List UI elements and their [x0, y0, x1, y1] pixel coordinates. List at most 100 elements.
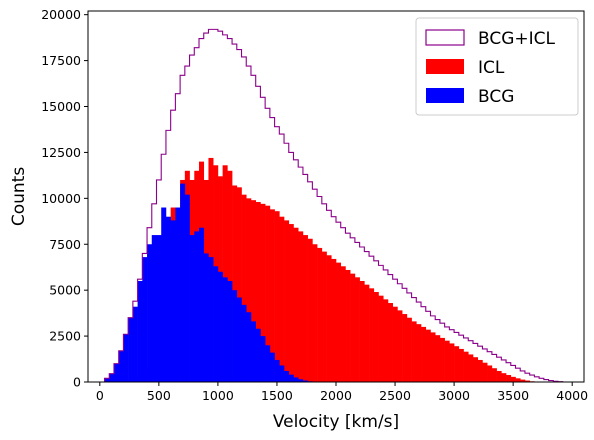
bcg-bar-38 [279, 365, 285, 382]
bcg-bar-39 [284, 370, 290, 382]
bcg-bar-43 [302, 380, 308, 382]
icl-bar-34 [260, 203, 266, 382]
icl-bar-57 [369, 288, 375, 382]
icl-bar-40 [288, 224, 294, 382]
icl-bar-68 [421, 326, 427, 382]
icl-bar-28 [232, 185, 238, 382]
bcg-bar-7 [132, 306, 138, 382]
bcg-bar-1 [104, 378, 110, 382]
bcg-bar-30 [241, 304, 247, 382]
legend: BCG+ICL ICL BCG [415, 17, 579, 116]
x-tick-label-0: 0 [96, 388, 104, 403]
icl-bar-46 [317, 247, 323, 382]
bcg-bar-13 [161, 207, 167, 382]
y-tick-label-10000: 10000 [41, 191, 81, 206]
bcg-bar-18 [184, 194, 190, 382]
x-axis-label: Velocity [km/s] [273, 412, 399, 432]
bcg-bar-23 [208, 257, 214, 382]
icl-bar-41 [293, 227, 299, 382]
icl-bar-77 [463, 351, 469, 382]
bcg-bar-26 [222, 277, 228, 382]
bcg-bar-37 [274, 359, 280, 382]
bcg-bar-36 [269, 352, 275, 382]
bcg-bar-27 [227, 280, 233, 382]
bcg-icl-step-line [99, 28, 577, 383]
bcg-bar-3 [113, 363, 120, 382]
icl-bar-55 [359, 280, 365, 382]
icl-bar-29 [236, 187, 242, 382]
bcg-bar-31 [246, 312, 252, 382]
bcg-bar-20 [194, 231, 200, 382]
bcg-bar-32 [250, 321, 256, 382]
icl-bar-78 [468, 354, 474, 382]
icl-bar-52 [345, 269, 351, 382]
bcg-bar-10 [147, 244, 153, 382]
bcg-bar-35 [265, 345, 271, 382]
icl-bar-58 [373, 292, 379, 382]
y-tick-label-17500: 17500 [41, 53, 81, 68]
legend-label-bcg: BCG [478, 87, 514, 107]
icl-bar-79 [472, 357, 479, 382]
bcg-bar-24 [213, 266, 219, 382]
icl-bar-59 [378, 295, 384, 382]
legend-swatch-bcg-icl [425, 29, 465, 46]
icl-bar-67 [416, 324, 422, 382]
bcg-bar-5 [123, 334, 129, 382]
icl-bar-90 [524, 380, 530, 382]
icl-bar-47 [321, 251, 327, 382]
bcg-bar-6 [128, 317, 134, 382]
bcg-bar-28 [232, 290, 238, 382]
x-axis-ticks: 0 500 1000 1500 2000 2500 3000 3500 4000 [96, 382, 588, 403]
icl-bar-56 [364, 284, 370, 382]
y-axis-label: Counts [9, 167, 29, 226]
x-tick-label-4000: 4000 [556, 388, 588, 403]
bcg-bar-14 [165, 216, 171, 382]
icl-bar-49 [331, 258, 337, 382]
icl-bar-82 [487, 365, 493, 382]
y-tick-label-5000: 5000 [49, 283, 81, 298]
bcg-bar-17 [180, 183, 186, 382]
icl-bar-73 [444, 340, 450, 382]
icl-bar-30 [241, 194, 247, 382]
y-tick-label-2500: 2500 [49, 329, 81, 344]
icl-bar-61 [387, 303, 393, 382]
y-tick-label-7500: 7500 [49, 237, 81, 252]
bcg-bar-11 [151, 235, 157, 382]
icl-bar-33 [255, 202, 261, 382]
y-tick-label-20000: 20000 [41, 7, 81, 22]
icl-bar-89 [520, 379, 526, 382]
icl-bar-53 [350, 273, 356, 382]
icl-bar-69 [425, 329, 431, 382]
bcg-bar-40 [288, 374, 294, 382]
legend-swatch-icl [426, 59, 464, 74]
icl-bar-43 [302, 235, 308, 382]
x-tick-label-3500: 3500 [497, 388, 529, 403]
icl-bar-51 [340, 266, 346, 382]
bcg-bar-34 [260, 336, 266, 382]
icl-bar-37 [274, 211, 280, 382]
icl-bar-74 [449, 343, 455, 382]
icl-bar-63 [397, 310, 403, 382]
icl-bar-27 [227, 170, 233, 382]
x-tick-label-1500: 1500 [261, 388, 293, 403]
icl-bar-70 [430, 332, 436, 382]
icl-bar-80 [477, 359, 483, 382]
icl-bar-38 [279, 216, 285, 382]
y-tick-label-0: 0 [73, 375, 81, 390]
bcg-bar-41 [293, 377, 299, 382]
bcg-bar-9 [142, 257, 148, 382]
bcg-bar-25 [217, 271, 223, 382]
bcg-bar-42 [298, 379, 304, 382]
icl-bar-48 [326, 255, 332, 382]
bcg-bar-15 [170, 220, 176, 382]
icl-bar-39 [284, 220, 290, 382]
legend-label-bcg-icl: BCG+ICL [478, 29, 556, 49]
x-tick-label-500: 500 [147, 388, 171, 403]
bcg-bar-21 [199, 227, 205, 382]
bcg-bar-16 [175, 207, 181, 382]
bcg-bar-4 [118, 350, 124, 382]
icl-bar-54 [354, 277, 360, 382]
icl-bar-65 [406, 317, 412, 382]
icl-bar-88 [515, 378, 521, 382]
